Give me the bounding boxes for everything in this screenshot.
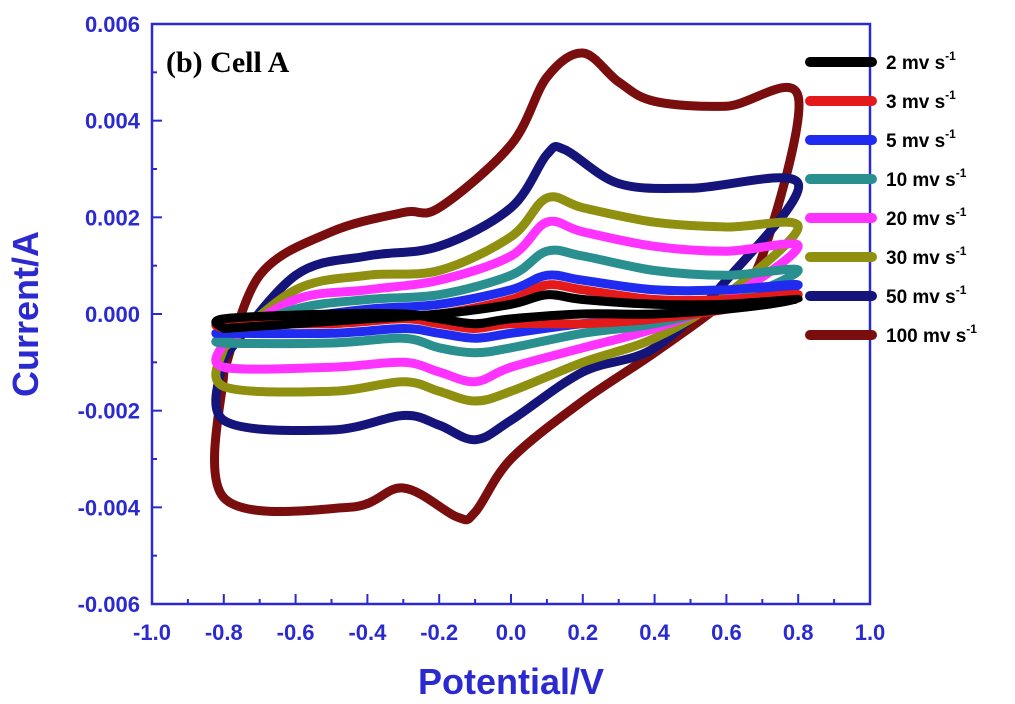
y-tick-label: 0.002 bbox=[85, 205, 140, 230]
y-axis-title: Current/A bbox=[5, 231, 46, 397]
legend: 2 mv s-1 3 mv s-1 5 mv s-1 10 mv s-1 20 mv s… bbox=[805, 49, 977, 347]
series-curve bbox=[211, 216, 803, 387]
x-tick-label: -0.4 bbox=[348, 620, 387, 645]
series-curve bbox=[211, 142, 803, 445]
series-curve bbox=[211, 290, 803, 333]
series-curve bbox=[210, 48, 804, 525]
legend-label: 30 mv s-1 bbox=[886, 244, 967, 269]
x-tick-label: -1.0 bbox=[133, 620, 171, 645]
series-curve bbox=[211, 192, 803, 406]
x-tick-label: 1.0 bbox=[855, 620, 886, 645]
x-axis-title: Potential/V bbox=[418, 661, 604, 702]
x-tick-label: 0.2 bbox=[568, 620, 599, 645]
x-tick-label: -0.8 bbox=[205, 620, 243, 645]
legend-label: 20 mv s-1 bbox=[886, 205, 967, 230]
y-tick-label: 0.004 bbox=[85, 109, 141, 134]
legend-label: 50 mv s-1 bbox=[886, 283, 967, 308]
legend-label: 3 mv s-1 bbox=[886, 88, 956, 113]
panel-title: (b) Cell A bbox=[166, 46, 290, 79]
legend-label: 2 mv s-1 bbox=[886, 49, 956, 74]
x-tick-label: 0.4 bbox=[639, 620, 670, 645]
y-tick-label: -0.004 bbox=[78, 495, 141, 520]
x-tick-label: -0.2 bbox=[420, 620, 458, 645]
x-tick-label: 0.8 bbox=[783, 620, 814, 645]
x-axis-ticks: -1.0 -0.8 -0.6 -0.4 -0.2 0.0 0.2 0.4 0.6 0.8 1.0 bbox=[133, 594, 885, 645]
y-tick-label: 0.006 bbox=[85, 12, 140, 37]
y-tick-label: -0.002 bbox=[78, 399, 140, 424]
y-tick-label: 0.000 bbox=[85, 302, 140, 327]
legend-label: 10 mv s-1 bbox=[886, 166, 967, 191]
plot-curves bbox=[210, 48, 804, 525]
legend-label: 100 mv s-1 bbox=[886, 322, 977, 347]
x-tick-label: 0.0 bbox=[496, 620, 527, 645]
y-tick-label: -0.006 bbox=[78, 592, 140, 617]
legend-label: 5 mv s-1 bbox=[886, 127, 956, 152]
y-axis-ticks: 0.006 0.004 0.002 0.000 -0.002 -0.004 -0.006 bbox=[78, 12, 162, 617]
x-tick-label: 0.6 bbox=[711, 620, 742, 645]
x-tick-label: -0.6 bbox=[277, 620, 315, 645]
